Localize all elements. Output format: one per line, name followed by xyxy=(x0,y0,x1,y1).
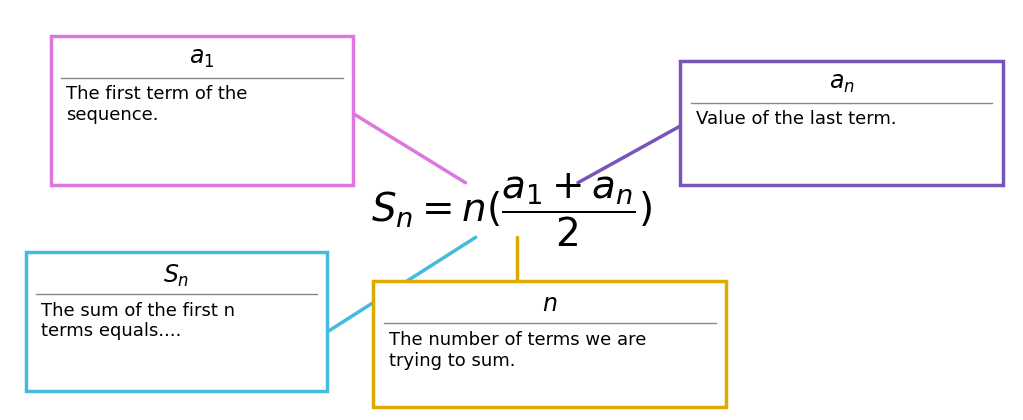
Text: $S_n = n(\dfrac{a_1 + a_n}{2})$: $S_n = n(\dfrac{a_1 + a_n}{2})$ xyxy=(371,171,652,249)
FancyBboxPatch shape xyxy=(680,61,1003,185)
FancyBboxPatch shape xyxy=(26,252,327,391)
Text: The first term of the
sequence.: The first term of the sequence. xyxy=(66,85,248,124)
Text: The number of terms we are
trying to sum.: The number of terms we are trying to sum… xyxy=(389,331,647,370)
Text: $a_n$: $a_n$ xyxy=(829,71,854,95)
Text: $a_1$: $a_1$ xyxy=(189,46,215,70)
Text: $S_n$: $S_n$ xyxy=(164,262,189,289)
Text: Value of the last term.: Value of the last term. xyxy=(696,110,896,129)
FancyBboxPatch shape xyxy=(51,36,353,185)
FancyBboxPatch shape xyxy=(373,281,726,407)
Text: $n$: $n$ xyxy=(542,292,558,316)
Text: The sum of the first n
terms equals....: The sum of the first n terms equals.... xyxy=(41,302,235,340)
